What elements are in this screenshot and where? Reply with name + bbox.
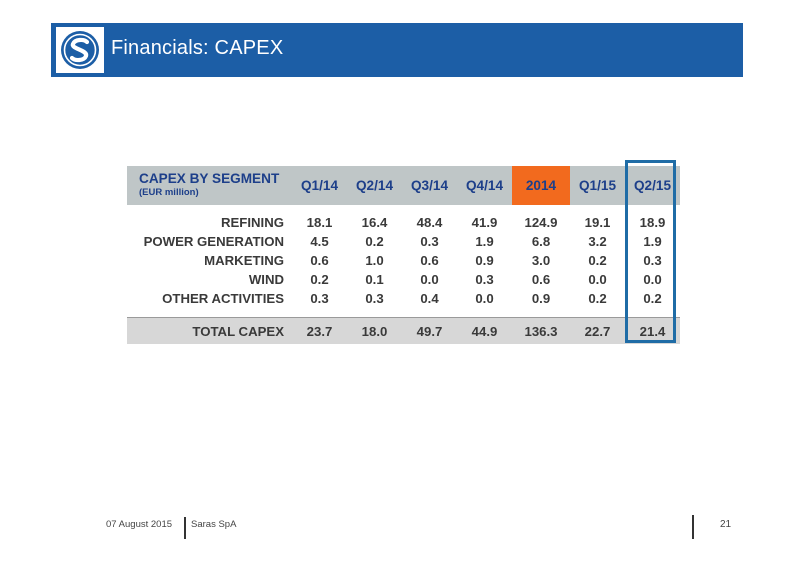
total-value: 21.4: [625, 317, 680, 344]
cell-value: 16.4: [361, 215, 388, 230]
row-label: POWER GENERATION: [143, 234, 284, 249]
footer-divider: [184, 517, 186, 539]
q2-15-highlight-box: [625, 160, 676, 343]
cell-value: 19.1: [584, 215, 611, 230]
cell-value: 0.6: [310, 253, 329, 268]
row-label: REFINING: [220, 215, 284, 230]
cell-value: 3.2: [588, 234, 607, 249]
saras-logo: [56, 27, 104, 73]
capex-table: CAPEX BY SEGMENT (EUR million) Q1/14 Q2/…: [127, 166, 680, 344]
row-label: OTHER ACTIVITIES: [162, 291, 284, 306]
column-header: Q2/14: [347, 166, 402, 205]
segment-header: CAPEX BY SEGMENT (EUR million): [127, 166, 292, 205]
cell-value: 124.9: [524, 215, 558, 230]
column-header-highlighted: 2014: [512, 166, 570, 205]
table-row: MARKETING 0.6 1.0 0.6 0.9 3.0 0.2 0.3: [127, 251, 680, 270]
cell-value: 0.2: [310, 272, 329, 287]
cell-value: 0.2: [643, 291, 662, 306]
footer-company: Saras SpA: [191, 519, 237, 530]
cell-value: 1.0: [365, 253, 384, 268]
cell-value: 0.0: [643, 272, 662, 287]
cell-value: 0.3: [420, 234, 439, 249]
cell-value: 0.0: [588, 272, 607, 287]
cell-value: 0.0: [420, 272, 439, 287]
table-row: REFINING 18.1 16.4 48.4 41.9 124.9 19.1 …: [127, 213, 680, 232]
row-label: WIND: [248, 272, 284, 287]
cell-value: 41.9: [471, 215, 498, 230]
total-value: 23.7: [292, 317, 347, 344]
total-row: TOTAL CAPEX 23.7 18.0 49.7 44.9 136.3 22…: [127, 317, 680, 344]
table-row: POWER GENERATION 4.5 0.2 0.3 1.9 6.8 3.2…: [127, 232, 680, 251]
total-label: TOTAL CAPEX: [127, 317, 292, 344]
cell-value: 1.9: [475, 234, 494, 249]
cell-value: 0.9: [475, 253, 494, 268]
table-header-row: CAPEX BY SEGMENT (EUR million) Q1/14 Q2/…: [127, 166, 680, 205]
cell-value: 0.3: [475, 272, 494, 287]
page-title: Financials: CAPEX: [111, 37, 284, 59]
total-value: 18.0: [347, 317, 402, 344]
cell-value: 4.5: [310, 234, 329, 249]
cell-value: 18.1: [306, 215, 333, 230]
table-row: WIND 0.2 0.1 0.0 0.3 0.6 0.0 0.0: [127, 270, 680, 289]
cell-value: 3.0: [531, 253, 551, 268]
column-header: Q1/14: [292, 166, 347, 205]
header-bar: [51, 23, 743, 77]
cell-value: 0.6: [420, 253, 439, 268]
cell-value: 0.2: [588, 291, 607, 306]
column-header: Q2/15: [625, 166, 680, 205]
cell-value: 0.6: [531, 272, 551, 287]
column-header: Q1/15: [570, 166, 625, 205]
column-header: Q3/14: [402, 166, 457, 205]
segment-header-title: CAPEX BY SEGMENT: [139, 170, 280, 186]
total-value: 44.9: [457, 317, 512, 344]
table-row: OTHER ACTIVITIES 0.3 0.3 0.4 0.0 0.9 0.2…: [127, 289, 680, 308]
total-value: 136.3: [512, 317, 570, 344]
total-value: 49.7: [402, 317, 457, 344]
cell-value: 0.3: [643, 253, 662, 268]
cell-value: 0.0: [475, 291, 494, 306]
segment-header-unit: (EUR million): [139, 186, 199, 198]
cell-value: 6.8: [531, 234, 551, 249]
cell-value: 0.9: [531, 291, 551, 306]
footer-divider: [692, 515, 694, 539]
cell-value: 0.1: [365, 272, 384, 287]
cell-value: 0.4: [420, 291, 439, 306]
page-number: 21: [720, 519, 732, 530]
footer-date: 07 August 2015: [106, 519, 173, 530]
column-header: Q4/14: [457, 166, 512, 205]
cell-value: 1.9: [643, 234, 662, 249]
cell-value: 0.3: [310, 291, 329, 306]
row-label: MARKETING: [204, 253, 284, 268]
cell-value: 48.4: [416, 215, 443, 230]
cell-value: 18.9: [639, 215, 666, 230]
cell-value: 0.2: [365, 234, 384, 249]
total-value: 22.7: [570, 317, 625, 344]
cell-value: 0.2: [588, 253, 607, 268]
cell-value: 0.3: [365, 291, 384, 306]
saras-s-logo-icon: [61, 31, 99, 69]
